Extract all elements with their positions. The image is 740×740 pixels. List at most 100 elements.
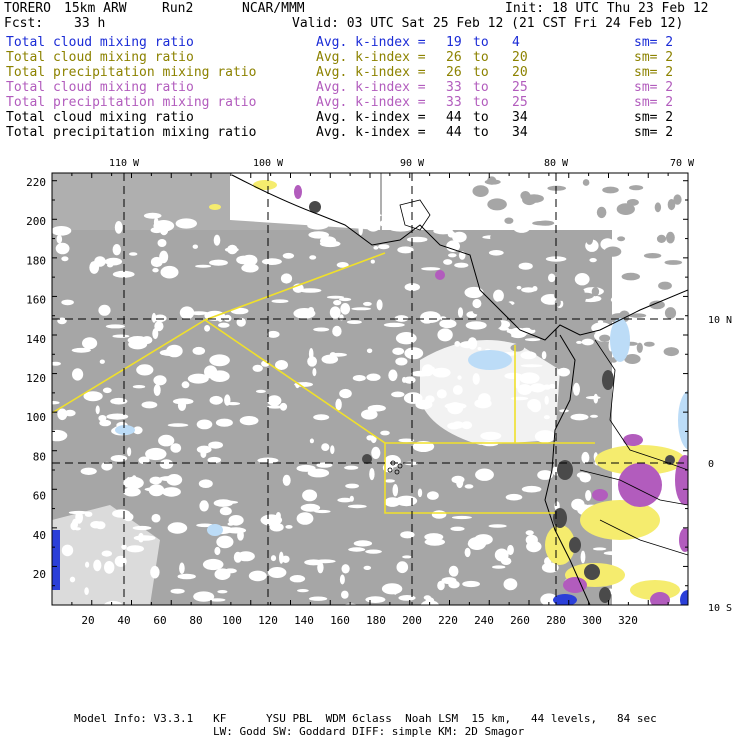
cloud-gap [160,265,179,279]
legend-from: 26 [446,65,462,80]
cloud-patch [667,199,676,211]
cloud-patch [484,179,501,185]
cloud-gap [524,338,541,342]
cloud-gap [404,461,419,466]
coastline-central-america [231,174,688,341]
cloud-gap [585,396,601,400]
cloud-gap [557,367,570,377]
cloud-gap [449,568,459,577]
cloud-gap [61,299,74,306]
cloud-gap [266,405,284,409]
cloud-patch [663,347,679,357]
convective-core [569,537,581,553]
cloud-gap [619,257,636,268]
x-tick-label: 120 [258,614,278,627]
cloud-gap [339,297,352,302]
cloud-patch [636,342,643,353]
cloud-gap [507,544,514,556]
cloud-gap [424,533,444,541]
cloud-gap [521,485,542,493]
cloud-gap [217,590,228,594]
cloud-gap [376,299,383,311]
cloud-gap [347,504,367,509]
cloud-patch [481,274,502,280]
legend-to: 25 [512,95,528,110]
cloud-gap [110,397,128,405]
cloud-gap [395,495,418,507]
legend-avg: Avg. k-index = [316,35,426,50]
cloud-gap [590,414,598,418]
legend-to: 20 [512,65,528,80]
cloud-gap [158,434,175,447]
cloud-patch [528,318,538,330]
cloud-gap [395,332,417,345]
cloud-gap [151,513,161,523]
cloud-gap [132,385,146,389]
cloud-gap [72,368,84,381]
cloud-gap [314,559,336,564]
cloud-gap [141,401,158,409]
y-tick-label: 160 [26,294,46,307]
cloud-gap [570,413,589,421]
cloud-gap [353,540,373,547]
x-tick-label: 140 [294,614,314,627]
cloud-gap [363,565,372,571]
cloud-gap [333,300,342,306]
cloud-gap [153,384,161,396]
cloud-gap [98,415,107,422]
cloud-gap [518,262,533,270]
cloud-gap [488,524,507,528]
cloud-gap [309,438,314,444]
yellow-patch [253,180,277,190]
cloud-gap [420,311,441,323]
cloud-gap [207,456,222,464]
cloud-patch [617,236,626,242]
cloud-gap [351,307,372,311]
legend-sm: sm= 2 [634,125,674,140]
cloud-gap [627,397,645,403]
cloud-gap [101,461,113,471]
cloud-gap [255,389,266,393]
convective-core [599,587,611,603]
cloud-gap [204,325,211,332]
cloud-gap [149,476,162,485]
convective-core [557,460,573,480]
cloud-gap [153,220,175,232]
cloud-gap [329,306,341,319]
cloud-gap [280,273,293,284]
legend-avg: Avg. k-index = [316,125,426,140]
cloud-gap [417,488,423,498]
cloud-gap [216,535,234,549]
cloud-gap [341,564,350,574]
cloud-patch [576,292,594,299]
cloud-gap [285,525,293,529]
legend-from: 26 [446,50,462,65]
cloud-gap [384,479,396,483]
cloud-gap [179,562,185,575]
cloud-patch [656,234,667,243]
cloud-gap [167,423,189,427]
cloud-gap [526,540,542,553]
cloud-gap [388,369,398,382]
cloud-gap [157,239,167,247]
cloud-gap [446,240,460,252]
cloud-gap [395,357,408,366]
cloud-gap [94,256,106,267]
cloud-gap [457,307,464,318]
cloud-gap [136,364,154,376]
cloud-gap [541,351,547,360]
cloud-gap [585,490,592,501]
legend-from: 33 [446,95,462,110]
galapagos-island [394,469,400,475]
cloud-gap [390,227,411,232]
cloud-gap [624,404,636,412]
cloud-gap [237,530,244,541]
x-tick-label: 260 [510,614,530,627]
cloud-gap [581,451,590,464]
longitude-label: 90 W [400,158,425,169]
cloud-gap [170,443,182,453]
cloud-gap [643,244,649,257]
y-tick-label: 140 [26,333,46,346]
legend-to-word: to [473,125,489,140]
cloud-gap [366,348,373,354]
